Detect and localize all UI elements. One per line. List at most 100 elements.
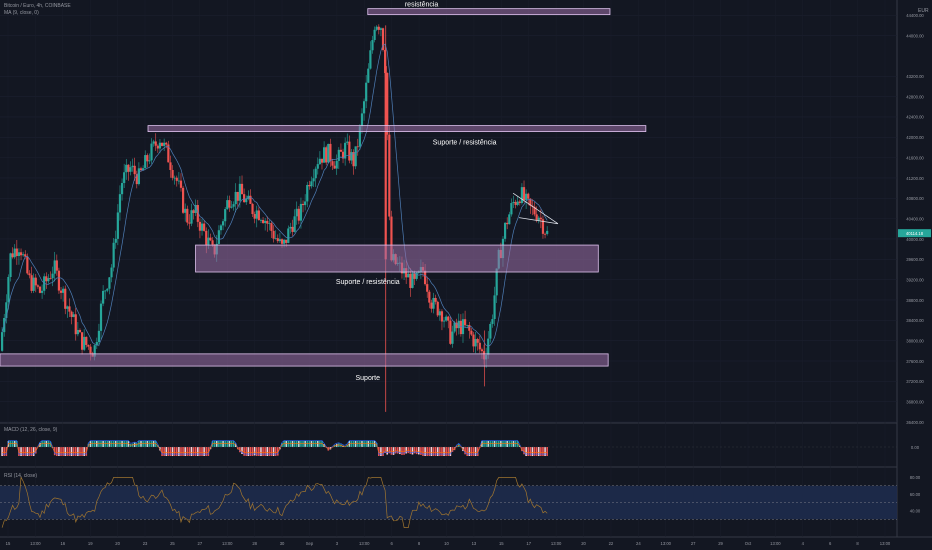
macd-bar [386, 447, 389, 455]
moving-average-line [1, 43, 548, 347]
candle-body [9, 253, 12, 277]
price-tick-label: 39600.00 [906, 257, 924, 262]
candle-body [15, 248, 18, 257]
macd-bar [308, 441, 311, 447]
macd-bar [316, 441, 319, 447]
candle-body [379, 28, 383, 30]
candle-body [520, 187, 524, 203]
candle-body [11, 253, 14, 258]
candle-body [158, 142, 162, 149]
signal-line [2, 443, 548, 453]
macd-bar [253, 447, 256, 456]
zone-label: Suporte [356, 375, 381, 382]
candle-body [38, 286, 42, 293]
macd-bar [146, 441, 149, 447]
macd-bar [335, 443, 338, 447]
candle-body [112, 242, 115, 268]
candle-body [74, 314, 77, 335]
macd-bar [89, 441, 92, 447]
candle-body [478, 342, 481, 350]
candle-body [171, 169, 174, 178]
price-tick-label: 41600.00 [906, 155, 924, 160]
time-tick-label: 13:00 [30, 541, 41, 546]
macd-bar [197, 447, 199, 456]
macd-bar [184, 447, 186, 456]
macd-bar [529, 447, 532, 456]
macd-bar [268, 447, 271, 456]
time-tick-label: 6 [391, 541, 394, 546]
candle-body [104, 290, 107, 292]
time-tick-label: 6 [829, 541, 832, 546]
candle-body [57, 270, 61, 291]
macd-bar [500, 441, 502, 447]
candle-body [346, 141, 349, 143]
candle-body [211, 240, 214, 245]
time-tick-label: 4 [802, 541, 805, 546]
candle-body [386, 73, 389, 135]
candle-body [68, 306, 71, 312]
candle-body [226, 200, 229, 210]
candle-body [369, 50, 372, 69]
candle-body [354, 146, 357, 167]
macd-bar [150, 441, 153, 447]
candle-body [539, 217, 542, 220]
candle-body [24, 254, 27, 257]
macd-bar [190, 447, 193, 456]
macd-bar [436, 447, 439, 456]
macd-bar [138, 441, 140, 447]
macd-bar [215, 441, 218, 447]
macd-bar [56, 447, 58, 456]
zone-rect [0, 353, 609, 367]
macd-bar [260, 447, 262, 456]
macd-bar [409, 447, 412, 454]
macd-bar [430, 447, 433, 456]
macd-bar [106, 441, 109, 447]
macd-bar [83, 447, 85, 456]
crash-candle [384, 66, 387, 260]
macd-bar [9, 441, 12, 447]
macd-bar [382, 447, 384, 456]
candle-body [432, 297, 435, 309]
macd-bar [485, 441, 487, 447]
time-tick-label: Sep [306, 541, 314, 546]
candle-body [179, 180, 183, 188]
macd-bar [43, 441, 45, 447]
candle-body [123, 172, 126, 184]
candle-body [85, 336, 88, 345]
macd-bar [472, 447, 475, 456]
macd-bar [365, 441, 367, 447]
time-tick-label: 15 [499, 541, 504, 546]
macd-bar [34, 447, 37, 454]
time-tick-label: 20 [581, 541, 586, 546]
macd-bar [493, 441, 496, 447]
macd-bar [523, 447, 525, 455]
price-tick-label: 36400.00 [906, 420, 924, 425]
candle-body [512, 201, 515, 204]
candle-body [453, 322, 456, 332]
candle-body [533, 206, 536, 215]
macd-bar [178, 447, 180, 456]
time-tick-label: 16 [60, 541, 65, 546]
macd-bar [64, 447, 67, 456]
macd-bar [13, 441, 16, 447]
candle-body [516, 201, 519, 205]
macd-bar [394, 447, 397, 454]
macd-bar [285, 441, 288, 447]
candle-body [167, 144, 170, 163]
candle-body [243, 194, 246, 203]
macd-bar [119, 441, 121, 447]
macd-bar [512, 441, 515, 447]
macd-bar [354, 441, 357, 447]
macd-bar [451, 447, 454, 452]
macd-bar [417, 447, 420, 455]
candle-body [350, 152, 353, 161]
macd-bar [298, 441, 300, 447]
rsi-axis-label: 40.00 [910, 509, 921, 514]
candle-body [205, 230, 208, 245]
candle-body [131, 165, 134, 168]
macd-bar [506, 441, 508, 447]
macd-bar [481, 441, 483, 447]
macd-bar [466, 447, 468, 456]
macd-bar [173, 447, 176, 456]
